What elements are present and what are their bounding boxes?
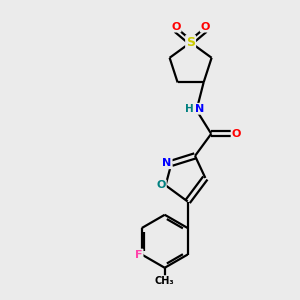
Text: N: N <box>162 158 172 168</box>
Text: N: N <box>195 104 204 114</box>
Text: O: O <box>232 129 241 139</box>
Text: CH₃: CH₃ <box>155 276 175 286</box>
Text: O: O <box>171 22 181 32</box>
Text: F: F <box>135 250 142 260</box>
Text: O: O <box>201 22 210 32</box>
Text: O: O <box>157 180 166 190</box>
Text: H: H <box>185 104 194 114</box>
Text: S: S <box>186 36 195 49</box>
